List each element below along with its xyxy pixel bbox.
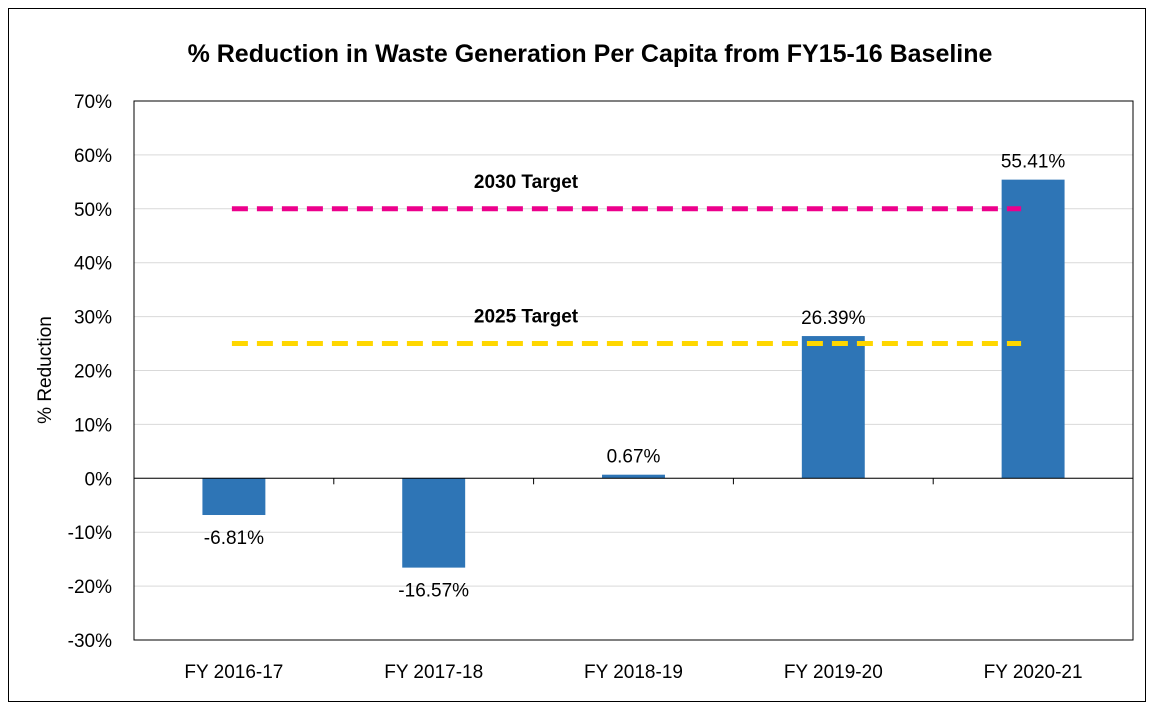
data-label: 26.39% <box>801 308 866 329</box>
x-category-label: FY 2017-18 <box>384 662 483 683</box>
bar <box>202 478 266 516</box>
plot-area-border <box>133 100 1134 641</box>
target-lines: 2030 Target 2025 Target <box>231 172 1022 347</box>
x-category-label: FY 2016-17 <box>184 662 283 683</box>
data-labels: -6.81% -16.57% 0.67% 26.39% 55.41% <box>204 152 1066 602</box>
y-tick-label: 60% <box>74 146 112 167</box>
y-tick-label: 50% <box>74 200 112 221</box>
grid-layer <box>134 100 1133 641</box>
x-category-label: FY 2020-21 <box>984 662 1083 683</box>
bar <box>602 474 665 479</box>
data-label: -16.57% <box>398 581 469 602</box>
x-category-labels: FY 2016-17 FY 2017-18 FY 2018-19 FY 2019-20… <box>184 662 1082 683</box>
x-tick-marks <box>133 478 1134 485</box>
y-tick-label: 20% <box>74 362 112 383</box>
y-tick-label: -30% <box>68 631 112 652</box>
data-label: 0.67% <box>607 447 661 468</box>
x-category-label: FY 2018-19 <box>584 662 683 683</box>
y-tick-label: -10% <box>68 523 112 544</box>
y-tick-label: 10% <box>74 415 112 436</box>
target-label: 2030 Target <box>474 172 579 193</box>
chart-title: % Reduction in Waste Generation Per Capi… <box>187 40 993 68</box>
y-tick-label: -20% <box>68 577 112 598</box>
y-tick-label: 40% <box>74 254 112 275</box>
y-tick-labels: 70% 60% 50% 40% 30% 20% 10% 0% -10% -20% -30% <box>68 92 112 652</box>
bar-layer <box>202 179 1065 568</box>
y-tick-label: 70% <box>74 92 112 113</box>
x-category-label: FY 2019-20 <box>784 662 883 683</box>
data-label: -6.81% <box>204 528 264 549</box>
target-label: 2025 Target <box>474 307 579 328</box>
bar <box>1001 179 1065 479</box>
bar <box>801 336 865 479</box>
bar <box>402 478 466 568</box>
data-label: 55.41% <box>1001 152 1066 173</box>
y-tick-label: 0% <box>85 469 113 490</box>
y-axis-title: % Reduction <box>35 316 56 424</box>
y-tick-label: 30% <box>74 308 112 329</box>
